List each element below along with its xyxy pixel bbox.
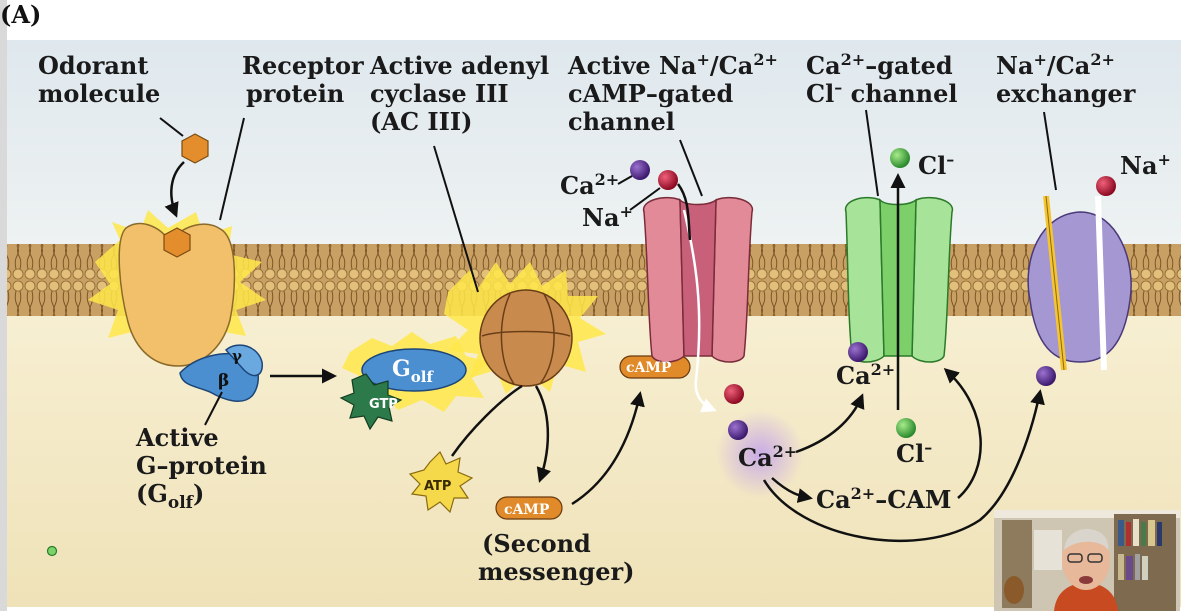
chloride-ion — [896, 418, 916, 438]
ca-center-label: Ca2+ — [738, 442, 798, 472]
odorant-label: Odorant molecule — [38, 51, 161, 108]
odorant-molecule — [181, 133, 209, 164]
ca-to-exchanger-arrow — [762, 389, 1045, 543]
camp-bottom-label: cAMP — [504, 502, 550, 518]
odorant-binding-arrow — [164, 161, 185, 218]
receptor-label: Receptor protein — [242, 51, 364, 108]
beta-label: β — [218, 371, 229, 391]
sodium-ion — [658, 170, 678, 190]
panel-label: (A) — [0, 0, 42, 29]
calcium-ion — [728, 420, 748, 440]
calcium-ion — [848, 342, 868, 362]
cam-feedback-arrow — [943, 367, 982, 499]
camp-channel-label: cAMP — [626, 360, 672, 376]
gtp-label: GTP — [369, 397, 398, 412]
exch-leader — [1043, 111, 1057, 191]
na-entry-arrow — [676, 183, 692, 241]
left-edge — [0, 0, 7, 611]
chloride-ion — [890, 148, 910, 168]
na-right-label: Na+ — [1120, 150, 1171, 180]
adenylyl-cyclase — [444, 262, 606, 394]
ac-to-camp-arrow — [534, 385, 551, 483]
atp-label: ATP — [424, 479, 451, 494]
gprotein-leader — [204, 391, 223, 426]
sodium-ion — [724, 384, 744, 404]
cl-inside-label: Cl– — [896, 438, 933, 468]
receptor-protein — [88, 210, 266, 367]
webcam-overlay — [994, 510, 1180, 611]
calcium-ion — [1036, 366, 1056, 386]
gamma-label: γ — [232, 347, 242, 365]
golf-g-label: Golf — [392, 356, 435, 386]
cng-channel-label: Active Na+/Ca2+ cAMP–gated channel — [568, 50, 778, 136]
adenyl-leader — [433, 145, 479, 293]
ca-to-clch-arrow — [795, 393, 865, 454]
camp-to-channel-arrow — [571, 391, 645, 506]
second-messenger-label: (Second messenger) — [478, 529, 635, 586]
na-ca-exchanger — [1027, 195, 1132, 371]
clch-leader — [865, 109, 879, 197]
cng-channel — [643, 196, 753, 413]
na-top-label: Na+ — [582, 202, 633, 232]
odorant-leader — [159, 117, 184, 137]
cng-leader — [679, 139, 703, 197]
atp-to-ac-arrow — [450, 384, 523, 457]
ca-top-label: Ca2+ — [560, 170, 620, 200]
calcium-ion — [630, 160, 650, 180]
atp-molecule — [408, 450, 474, 514]
gprotein-label: Active G–protein (Golf) — [136, 423, 267, 513]
camp-second-messenger — [495, 496, 563, 520]
exchanger-label: Na+/Ca2+ exchanger — [996, 50, 1136, 108]
ca-inside-label: Ca2+ — [836, 360, 896, 390]
ca-cam-label: Ca2+–CAM — [816, 484, 952, 514]
adenyl-cyclase-label: Active adenyl cyclase III (AC III) — [370, 51, 550, 136]
ca-gated-cl-channel — [844, 173, 953, 410]
gtp-molecule — [339, 373, 403, 431]
presenter-video — [994, 510, 1180, 611]
cursor-dot — [46, 545, 58, 557]
receptor-leader — [219, 117, 245, 221]
cl-channel-label: Ca2+–gated Cl– channel — [806, 50, 958, 108]
cl-top-label: Cl– — [918, 150, 955, 180]
ca-to-cam-arrow — [771, 477, 813, 504]
sodium-ion — [1096, 176, 1116, 196]
g-protein-beta-gamma — [179, 344, 263, 402]
